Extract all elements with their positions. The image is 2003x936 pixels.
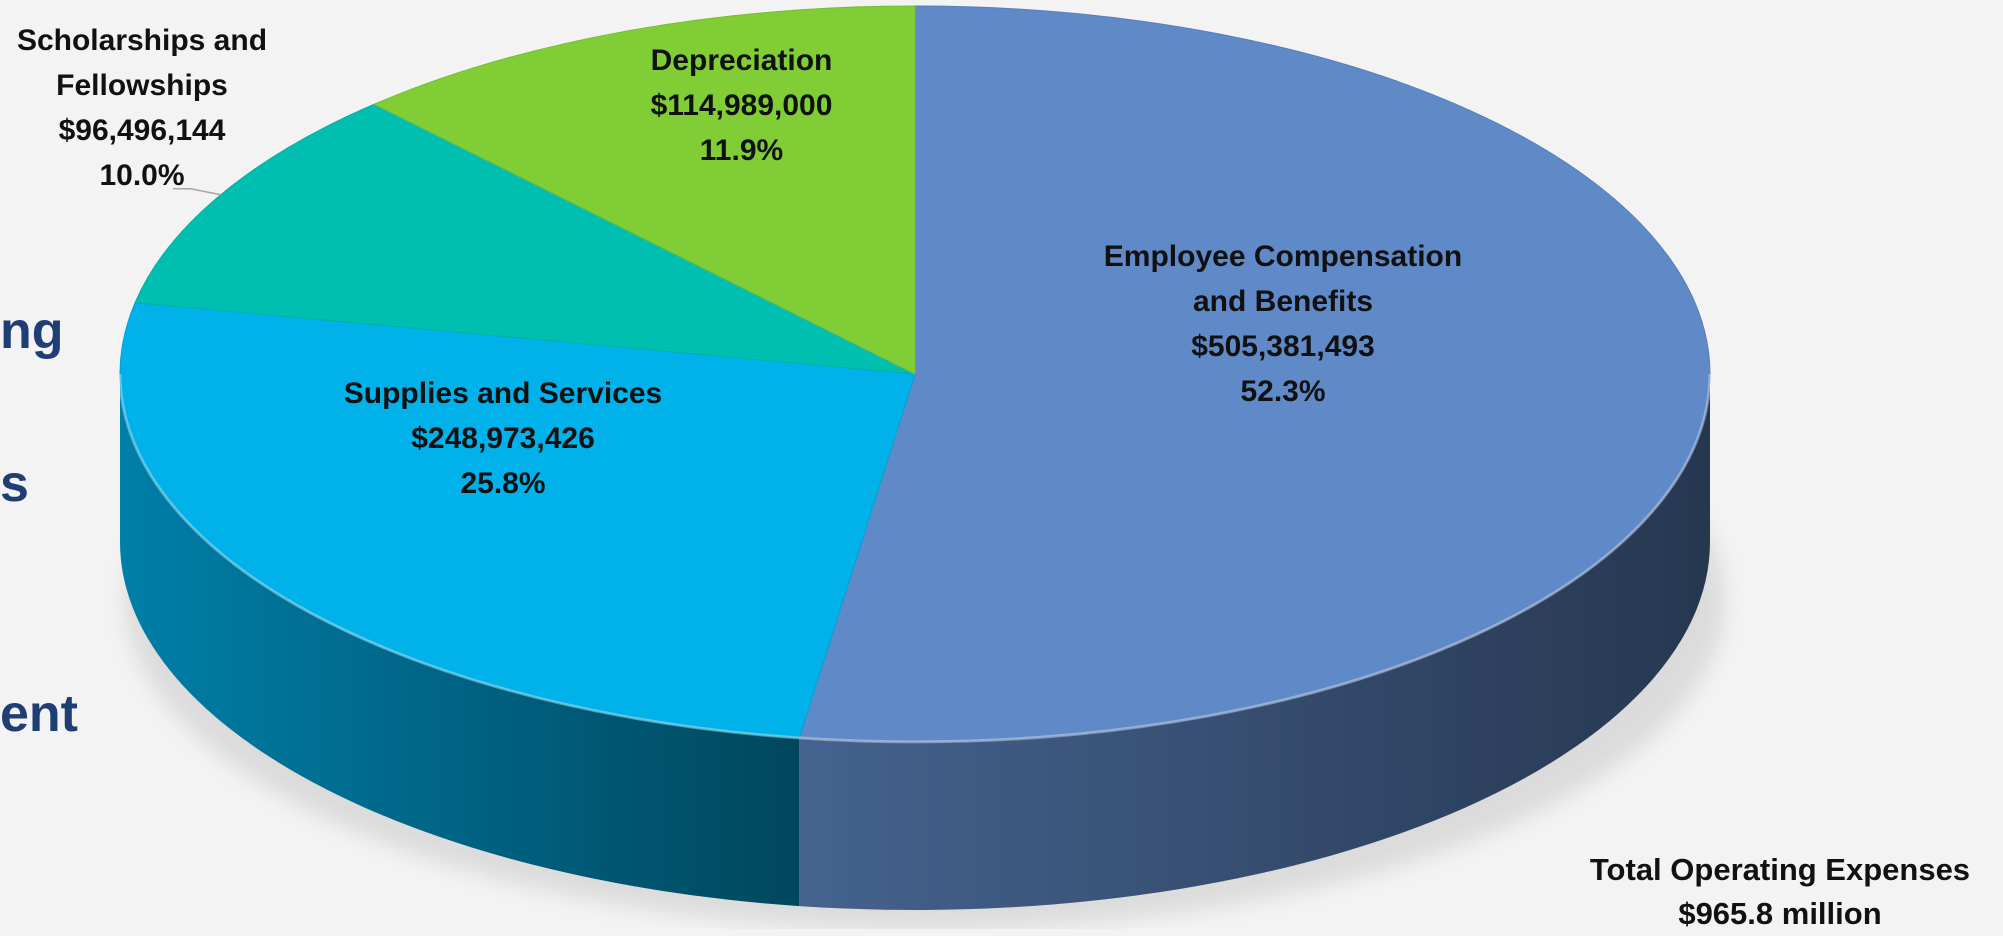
total-annotation: Total Operating Expenses $965.8 million [1570,848,1990,936]
cut-off-text-1: ng [0,302,64,360]
slice-label-depreciation: Depreciation $114,989,000 11.9% [600,38,883,173]
slice-percent: 52.3% [1240,375,1326,408]
slice-label-scholarships: Scholarships and Fellowships $96,496,144… [0,18,287,198]
slice-name-line: Supplies and Services [343,377,663,410]
slice-label-employee-compensation: Employee Compensation and Benefits $505,… [1058,234,1508,414]
pie-slice [119,302,916,739]
cut-off-text-3: ent [0,685,78,743]
pie-slice [798,5,1711,743]
pie-slice [373,5,916,375]
slice-value: $96,496,144 [58,114,226,147]
slice-value: $114,989,000 [650,89,833,122]
pie-top-layer [118,5,1712,744]
pie-side-layer [120,374,1710,910]
slice-label-supplies-services: Supplies and Services $248,973,426 25.8% [303,371,703,506]
slice-percent: 25.8% [460,467,546,500]
slice-name-line: Fellowships [56,69,228,102]
slice-value: $248,973,426 [411,422,595,455]
slice-name-line: and Benefits [1192,285,1374,318]
slice-percent: 11.9% [699,134,784,167]
slice-name-line: Employee Compensation [1103,240,1463,273]
total-label: Total Operating Expenses [1589,852,1971,887]
total-value: $965.8 million [1678,896,1882,931]
slice-name-line: Depreciation [650,44,833,77]
leader-line [172,187,221,196]
pie-side-wall [120,374,800,907]
slice-percent: 10.0% [99,159,185,192]
pie-slice [134,103,916,375]
slice-value: $505,381,493 [1191,330,1375,363]
cut-off-text-2: s [0,455,29,513]
pie-rim-highlight [118,373,1712,744]
pie-side-wall [799,374,1710,910]
leader-layer [172,187,221,196]
slice-name-line: Scholarships and [16,24,268,57]
